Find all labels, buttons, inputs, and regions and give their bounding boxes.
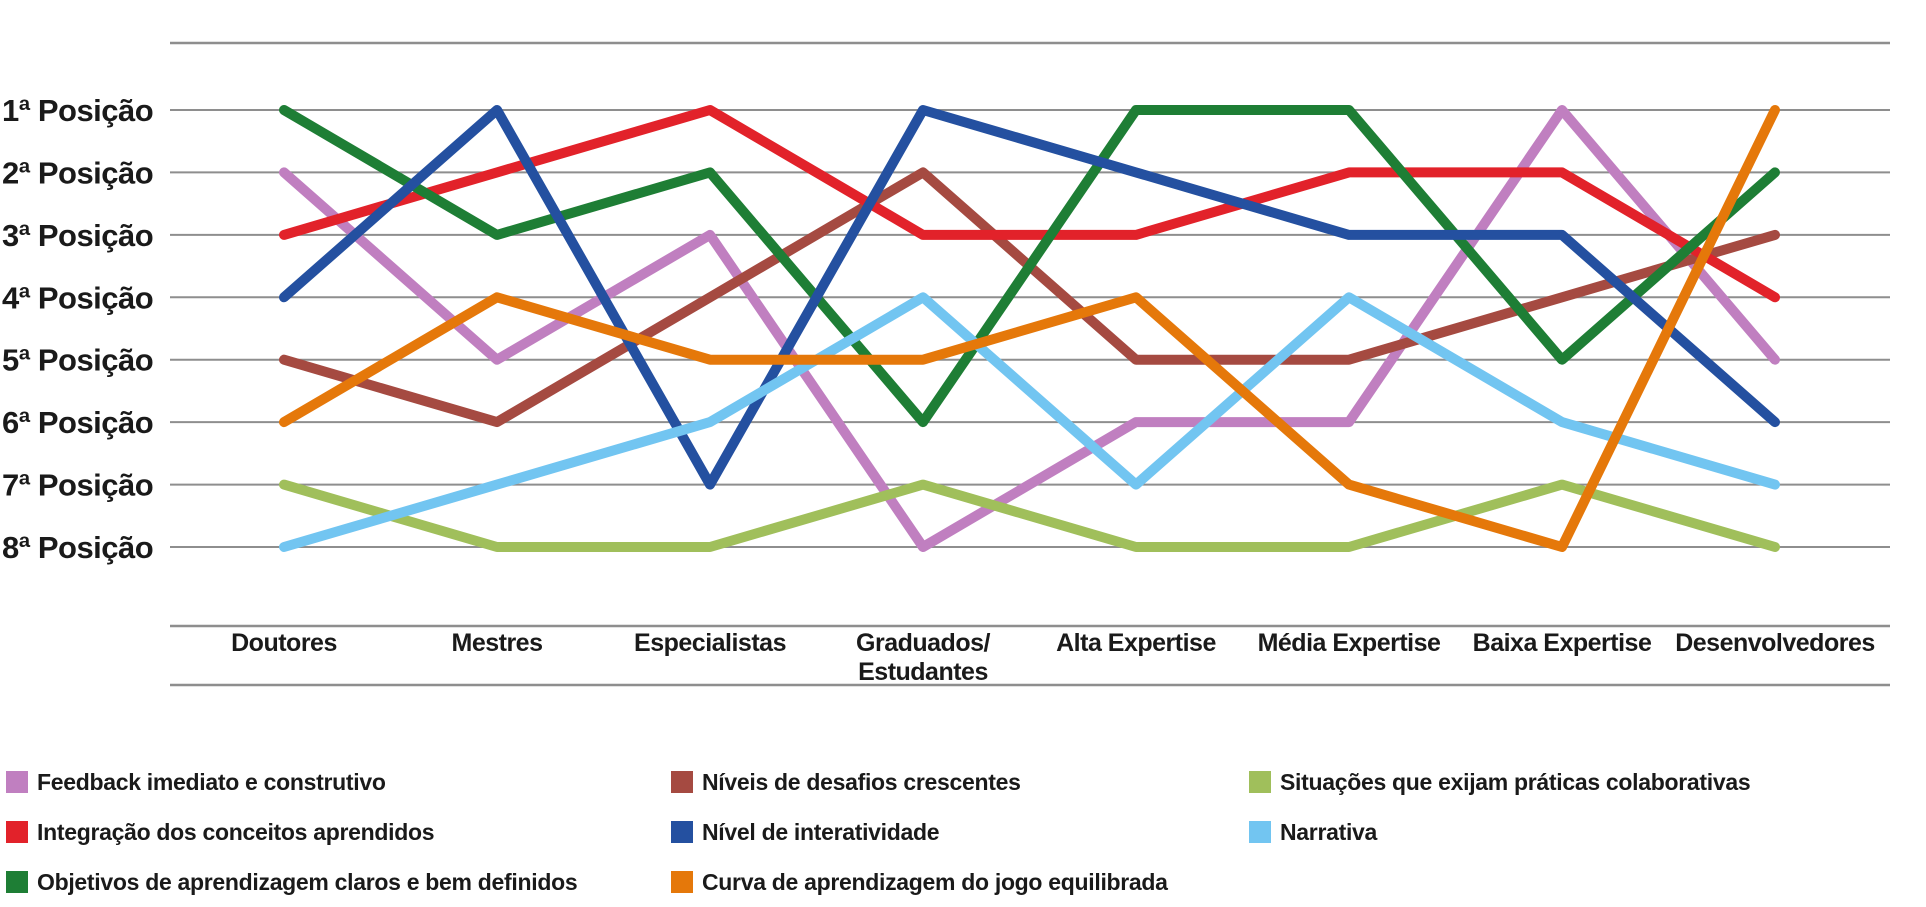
x-category-label: Desenvolvedores [1675,629,1875,657]
legend-label: Objetivos de aprendizagem claros e bem d… [37,868,578,895]
legend-item: Narrativa [1249,807,1750,857]
series-line-2 [279,105,1780,428]
series-line-6 [279,479,1780,552]
x-category-label: Especialistas [634,629,786,657]
series-line-1 [279,105,1780,303]
legend-column-3: Situações que exijam práticas colaborati… [1249,757,1751,857]
legend-swatch [671,871,693,893]
x-category-label: Baixa Expertise [1473,629,1652,657]
y-tick-label: 8ª Posição [2,530,153,565]
legend-swatch [6,821,28,843]
x-category-label: Graduados/ [856,629,990,657]
legend-swatch [1249,771,1271,793]
legend-label: Nível de interatividade [702,818,940,845]
chart-plot-area: 1ª Posição 2ª Posição 3ª Posição 4ª Posição… [2,41,1890,687]
legend-label: Narrativa [1280,818,1378,845]
x-category-label: Média Expertise [1258,629,1441,657]
legend-label: Feedback imediato e construtivo [37,768,386,795]
legend-label: Situações que exijam práticas colaborati… [1280,768,1751,795]
y-tick-label: 6ª Posição [2,405,153,440]
legend-swatch [6,871,28,893]
y-tick-label: 1ª Posição [2,93,153,128]
chart-legend: Feedback imediato e construtivo Integraçã… [0,745,1926,894]
legend-column-1: Feedback imediato e construtivo Integraçã… [6,757,578,907]
y-tick-label: 7ª Posição [2,468,153,503]
legend-swatch [671,821,693,843]
x-category-label: Alta Expertise [1056,629,1216,657]
legend-label: Curva de aprendizagem do jogo equilibrad… [702,868,1168,895]
x-category-label: Estudantes [858,658,988,686]
legend-item: Curva de aprendizagem do jogo equilibrad… [671,857,1168,907]
x-category-label: Mestres [452,629,543,657]
legend-item: Nível de interatividade [671,807,1168,857]
legend-item: Níveis de desafios crescentes [671,757,1168,807]
series-line-7 [279,292,1780,552]
legend-label: Integração dos conceitos aprendidos [37,818,435,845]
legend-swatch [671,771,693,793]
legend-item: Integração dos conceitos aprendidos [6,807,577,857]
legend-column-2: Níveis de desafios crescentes Nível de in… [671,757,1168,907]
legend-item: Situações que exijam práticas colaborati… [1249,757,1751,807]
series-line-5 [279,105,1780,552]
legend-label: Níveis de desafios crescentes [702,768,1021,795]
y-tick-label: 3ª Posição [2,218,153,253]
x-category-label: Doutores [231,629,337,657]
y-tick-label: 4ª Posição [2,280,153,315]
legend-swatch [6,771,28,793]
y-tick-label: 2ª Posição [2,155,153,190]
legend-swatch [1249,821,1271,843]
series-line-0 [279,105,1780,552]
legend-item: Feedback imediato e construtivo [6,757,577,807]
y-tick-label: 5ª Posição [2,343,153,378]
legend-item: Objetivos de aprendizagem claros e bem d… [6,857,578,907]
series-line-4 [279,105,1780,490]
